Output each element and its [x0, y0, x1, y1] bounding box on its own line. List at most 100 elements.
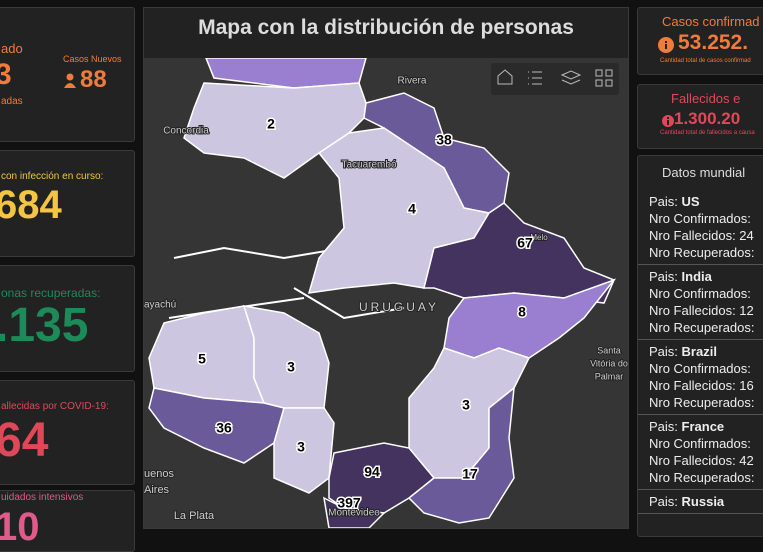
map[interactable]: Rivera Concordia Tacuarembó Melo URUGUAY ayac…: [144, 58, 628, 528]
region-count: 17: [462, 466, 478, 482]
stat-label: Fallecidos e: [671, 91, 741, 106]
place-label: uenos: [144, 468, 174, 480]
region-count: 3: [287, 359, 295, 375]
place-label: Vitória do: [590, 358, 628, 368]
stat-value: .135: [0, 299, 89, 352]
person-icon: [64, 72, 76, 88]
list-button[interactable]: [528, 71, 542, 85]
country-label: Pais:: [649, 194, 678, 209]
world-card: Datos mundial Pais: US Nro Confirmados: Nr…: [637, 155, 763, 537]
country-block: Pais: Brazil Nro Confirmados: Nro Fallecid…: [638, 340, 763, 415]
country-stat: Nro Recuperados:: [649, 320, 755, 335]
place-label: ayachú: [144, 300, 176, 311]
stat-sub: Cantidad total de fallecidos a causa: [660, 130, 755, 136]
country-name: France: [681, 419, 725, 434]
home-button[interactable]: [497, 69, 513, 85]
place-label: La Plata: [174, 510, 215, 522]
new-cases-value: 88: [80, 66, 107, 93]
map-tools: [491, 63, 619, 95]
country-stat: Nro Confirmados:: [649, 286, 751, 301]
region: [443, 278, 617, 359]
stat-label: Casos confirmad: [662, 14, 760, 29]
info-icon: [660, 113, 676, 129]
stat-card: con infección en curso: 684: [0, 150, 135, 257]
place-label: Tacuarembó: [341, 160, 396, 171]
world-title: Datos mundial: [662, 165, 746, 180]
country-label: Pais:: [649, 494, 678, 509]
country-block: Pais: India Nro Confirmados: Nro Fallecido…: [638, 265, 763, 340]
region-count: 397: [337, 495, 361, 511]
stat-card: ado 3 adas Casos Nuevos 88: [0, 7, 135, 142]
country-name: Brazil: [681, 344, 717, 359]
region-count: 8: [518, 304, 526, 320]
layers-button[interactable]: [560, 70, 582, 85]
region: [307, 127, 491, 294]
country-stat: Nro Fallecidos: 16: [649, 378, 754, 393]
country-name: US: [681, 194, 700, 209]
dashboard: {"left_cards":[ {"label":"ado","value":"…: [0, 7, 763, 552]
place-label: Montevideo: [328, 508, 380, 519]
map-panel: Mapa con la distribución de personas Riv…: [143, 7, 629, 529]
stat-card: uidados intensivos 10: [0, 490, 135, 552]
country-block: Pais: US Nro Confirmados: Nro Fallecidos: …: [638, 190, 763, 265]
place-label: Santa: [597, 345, 621, 355]
region-count: 2: [267, 116, 275, 132]
stat-value: 53.252.: [678, 31, 749, 54]
region-count: 5: [198, 351, 206, 367]
place-label: Concordia: [163, 126, 209, 137]
country-stat: Nro Recuperados:: [649, 245, 755, 260]
country-stat: Nro Confirmados:: [649, 361, 751, 376]
region: [148, 387, 285, 464]
stat-card: Fallecidos e 1.300.20 Cantidad total de fa…: [637, 84, 763, 149]
stat-card: onas recuperadas: .135: [0, 265, 135, 372]
stat-card: Casos confirmad 53.252. Cantidad total de …: [637, 7, 763, 75]
country-row: Pais: India: [649, 268, 763, 285]
region-count: 67: [517, 235, 533, 251]
stat-label: con infección en curso:: [1, 171, 104, 182]
country-label: Pais:: [649, 344, 678, 359]
region-count: 4: [408, 201, 416, 217]
country-block: Pais: Russia: [638, 490, 763, 514]
stat-label: uidados intensivos: [1, 492, 84, 503]
region-count: 36: [216, 420, 232, 436]
country-name: Russia: [681, 494, 725, 509]
country-stat: Nro Fallecidos: 42: [649, 453, 754, 468]
stat-label: ado: [1, 41, 23, 56]
place-label: Aires: [144, 484, 170, 496]
country-label: Pais:: [649, 269, 678, 284]
stat-sub: Cantidad total de casos confirmad: [660, 58, 751, 64]
stat-label: allecidas por COVID-19:: [1, 401, 109, 412]
stat-value: 64: [0, 414, 49, 467]
new-cases-label: Casos Nuevos: [63, 54, 122, 64]
region-count: 38: [436, 132, 452, 148]
stat-label: onas recuperadas:: [1, 286, 101, 300]
country-stat: Nro Recuperados:: [649, 470, 755, 485]
stat-value: 3: [0, 58, 12, 92]
country-list: Pais: US Nro Confirmados: Nro Fallecidos: …: [638, 190, 763, 514]
region: [407, 386, 515, 524]
stat-sub: adas: [1, 96, 23, 107]
stat-value: 10: [0, 505, 40, 549]
region-count: 94: [364, 464, 380, 480]
country-stat: Nro Fallecidos: 24: [649, 228, 754, 243]
country-label: Pais:: [649, 419, 678, 434]
country-block: Pais: France Nro Confirmados: Nro Fallecid…: [638, 415, 763, 490]
region: [323, 496, 386, 528]
place-label: Melo: [530, 233, 548, 242]
country-stat: Nro Fallecidos: 12: [649, 303, 754, 318]
stat-value: 1.300.20: [674, 109, 741, 128]
stat-card: allecidas por COVID-19: 64: [0, 380, 135, 485]
region-count: 3: [462, 397, 470, 413]
region-count: 3: [297, 439, 305, 455]
country-stat: Nro Confirmados:: [649, 211, 751, 226]
map-title: Mapa con la distribución de personas: [198, 16, 574, 39]
country-row: Pais: Russia: [649, 493, 763, 510]
place-label: Rivera: [398, 76, 427, 87]
stat-value: 684: [0, 183, 62, 227]
place-label: Palmar: [595, 371, 624, 381]
country-name: India: [681, 269, 712, 284]
country-stat: Nro Confirmados:: [649, 436, 751, 451]
country-row: Pais: Brazil: [649, 343, 763, 360]
country-row: Pais: US: [649, 193, 763, 210]
basemap-button[interactable]: [595, 69, 613, 87]
